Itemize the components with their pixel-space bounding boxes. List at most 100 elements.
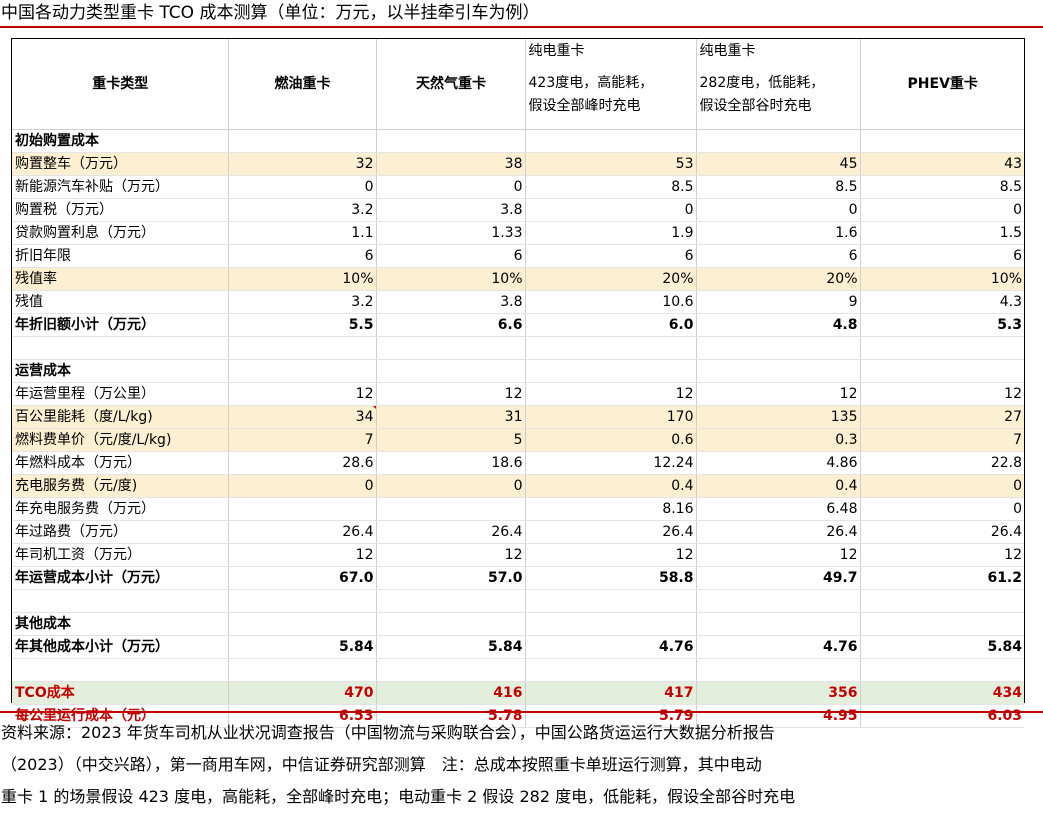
row-value: 5.5: [228, 313, 377, 337]
row-value: 38: [376, 152, 526, 176]
row-value: [525, 612, 697, 636]
row-value: 34: [228, 405, 377, 429]
row-value: [860, 129, 1024, 153]
row-label: 充电服务费（元/度): [12, 474, 229, 498]
row-value: [525, 589, 697, 613]
row-value: [525, 336, 697, 360]
row-value: [228, 359, 377, 383]
row-value: [525, 658, 697, 682]
row-label: 燃料费单价（元/度/L/kg): [12, 428, 229, 452]
row-label: 折旧年限: [12, 244, 229, 268]
row-value: [696, 658, 861, 682]
row-value: 45: [696, 152, 861, 176]
table-row: 其他成本: [12, 612, 1024, 636]
row-value: 6.6: [376, 313, 526, 337]
table-row: 年司机工资（万元） 12 12 12 12 12: [12, 543, 1024, 567]
row-value: 5.84: [376, 635, 526, 659]
row-value: 170: [525, 405, 697, 429]
row-value: 6.0: [525, 313, 697, 337]
row-value: 6: [696, 244, 861, 268]
row-label: 运营成本: [12, 359, 229, 383]
row-value: 1.9: [525, 221, 697, 245]
row-value: 10%: [860, 267, 1024, 291]
row-value: 12: [376, 382, 526, 406]
header-ev2-title: 纯电重卡: [699, 43, 756, 59]
row-label: 残值: [12, 290, 229, 314]
row-value: 434: [860, 681, 1024, 705]
row-value: 5.84: [228, 635, 377, 659]
row-label: 其他成本: [12, 612, 229, 636]
header-ev-truck-2: 纯电重卡 282度电，低能耗， 假设全部谷时充电: [696, 39, 861, 130]
row-value: 49.7: [696, 566, 861, 590]
row-value: [696, 612, 861, 636]
row-label: 新能源汽车补贴（万元）: [12, 175, 229, 199]
row-value: 1.6: [696, 221, 861, 245]
row-value: [525, 129, 697, 153]
row-value: [376, 612, 526, 636]
table-row: 年燃料成本（万元） 28.6 18.6 12.24 4.86 22.8: [12, 451, 1024, 475]
header-ev1-sub1: 423度电，高能耗，: [528, 75, 654, 91]
row-value: 0: [525, 198, 697, 222]
row-value: 3.8: [376, 290, 526, 314]
row-value: 1.5: [860, 221, 1024, 245]
row-value: [228, 336, 377, 360]
row-value: 12: [860, 543, 1024, 567]
row-value: 470: [228, 681, 377, 705]
table-row: 贷款购置利息（万元） 1.1 1.33 1.9 1.6 1.5: [12, 221, 1024, 245]
row-value: 12: [860, 382, 1024, 406]
table-row: 购置税（万元） 3.2 3.8 0 0 0: [12, 198, 1024, 222]
row-value: 3.2: [228, 198, 377, 222]
row-value: 26.4: [525, 520, 697, 544]
row-label: 百公里能耗（度/L/kg): [12, 405, 229, 429]
row-value: 26.4: [228, 520, 377, 544]
row-value: 0.3: [696, 428, 861, 452]
table-row: 年其他成本小计（万元） 5.84 5.84 4.76 4.76 5.84: [12, 635, 1024, 659]
row-value: 6.48: [696, 497, 861, 521]
header-ev-truck-1: 纯电重卡 423度电，高能耗， 假设全部峰时充电: [525, 39, 697, 130]
row-label: 购置整车（万元）: [12, 152, 229, 176]
source-note-line-1: 资料来源：2023 年货车司机从业状况调查报告（中国物流与采购联合会），中国公路…: [1, 723, 775, 742]
row-value: 26.4: [696, 520, 861, 544]
row-value: [376, 336, 526, 360]
row-value: 26.4: [860, 520, 1024, 544]
row-value: [376, 589, 526, 613]
table-row: 初始购置成本: [12, 129, 1024, 153]
row-value: 1.33: [376, 221, 526, 245]
row-label: 残值率: [12, 267, 229, 291]
header-row: 重卡类型 燃油重卡 天然气重卡 纯电重卡 423度电，高能耗， 假设全部峰时充电…: [12, 39, 1024, 130]
row-value: 10%: [228, 267, 377, 291]
row-label: [12, 589, 229, 613]
table-title: 中国各动力类型重卡 TCO 成本测算（单位：万元，以半挂牵引车为例）: [0, 0, 1043, 28]
row-value: 6: [860, 244, 1024, 268]
source-note-line-2: （2023）（中交兴路），第一商用车网，中信证券研究部测算 注：总成本按照重卡单…: [1, 755, 762, 774]
row-value: 1.1: [228, 221, 377, 245]
row-value: [228, 589, 377, 613]
row-value: [860, 658, 1024, 682]
row-value: 12: [376, 543, 526, 567]
row-value: 12: [525, 382, 697, 406]
row-value: 18.6: [376, 451, 526, 475]
row-value: 4.76: [696, 635, 861, 659]
row-value: [860, 336, 1024, 360]
row-value: [696, 589, 861, 613]
table-row: TCO成本 470 416 417 356 434: [12, 681, 1024, 705]
row-value: [696, 129, 861, 153]
row-value: 61.2: [860, 566, 1024, 590]
row-label: 购置税（万元）: [12, 198, 229, 222]
table-row: 运营成本: [12, 359, 1024, 383]
table-row: 残值率 10% 10% 20% 20% 10%: [12, 267, 1024, 291]
row-value: 8.5: [525, 175, 697, 199]
table-row: 新能源汽车补贴（万元） 0 0 8.5 8.5 8.5: [12, 175, 1024, 199]
row-value: 12: [696, 382, 861, 406]
row-value: 8.16: [525, 497, 697, 521]
row-value: 6: [228, 244, 377, 268]
row-value: [376, 129, 526, 153]
row-value: 0: [696, 198, 861, 222]
row-label: 初始购置成本: [12, 129, 229, 153]
table-spacer-row: [12, 336, 1024, 360]
row-value: 0: [228, 175, 377, 199]
row-value: 0: [860, 497, 1024, 521]
row-value: 3.8: [376, 198, 526, 222]
row-value: [376, 359, 526, 383]
row-value: 58.8: [525, 566, 697, 590]
